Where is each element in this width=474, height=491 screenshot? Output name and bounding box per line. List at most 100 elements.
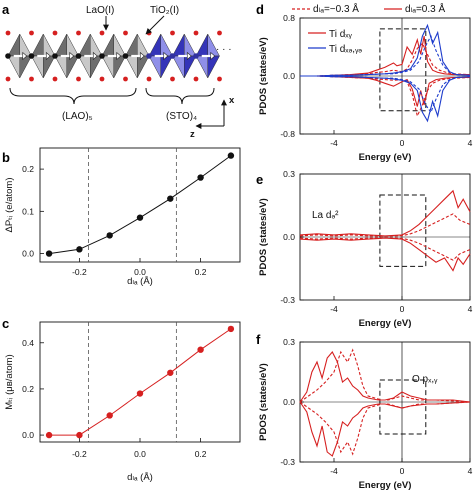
octahedron-facet (54, 55, 67, 79)
y-tick-label: 0.0 (283, 71, 295, 81)
y-tick-label: 0.0 (283, 232, 295, 242)
panel-label-f: f (256, 332, 261, 347)
la-atom (52, 53, 58, 59)
x-axis-label: dₗₐ (Å) (127, 472, 153, 483)
oxygen-atom (76, 30, 81, 36)
data-point (45, 250, 53, 257)
oxygen-atom (123, 76, 128, 82)
x-axis-label: x (229, 95, 235, 106)
y-axis-label: Mₜᵢ (μʙ/atom) (4, 354, 15, 409)
octahedron-facet (113, 55, 126, 79)
legend-xz-label: Ti dₓₔ,ᵧₔ (329, 44, 362, 55)
o-orbital-annotation: O pₓ,ᵧ (412, 374, 438, 385)
oxygen-atom (99, 30, 105, 36)
data-point (197, 346, 204, 353)
y-tick-label: 0.8 (283, 13, 295, 23)
series-line (49, 155, 232, 255)
oxygen-atom (146, 76, 152, 82)
pdos-series-line (300, 75, 471, 114)
octahedron-facet (31, 33, 44, 57)
dipole-arrowhead (186, 51, 192, 61)
octahedron-facet (137, 33, 150, 57)
x-tick-label: 4 (468, 466, 473, 476)
data-point (197, 174, 204, 181)
pdos-series-line (300, 75, 471, 123)
octahedron-facet (148, 33, 161, 57)
chart-o-pdos: -4 0 4 -0.3 0.0 0.3 Energy (eV) PDOS (states/eV… (258, 337, 473, 491)
pdos-series-line (299, 401, 471, 457)
y-tick-label: 0.3 (283, 169, 295, 179)
oxygen-atom (193, 30, 199, 36)
x-axis-label: dₗₐ (Å) (127, 276, 153, 287)
octahedron-facet (43, 55, 56, 79)
octahedron-facet (101, 55, 114, 79)
crystal-structure-diagram (5, 30, 222, 82)
y-tick-label: 0.2 (22, 164, 34, 174)
data-point (227, 325, 235, 333)
octahedron-facet (66, 55, 79, 79)
highlight-box (379, 379, 427, 435)
y-tick-label: 0.3 (283, 337, 295, 347)
panel-label-c: c (2, 316, 9, 331)
data-point (76, 431, 83, 439)
dipole-arrowhead (45, 51, 51, 61)
data-point (76, 246, 83, 253)
octahedron-facet (184, 33, 197, 57)
octahedron-facet (148, 55, 161, 79)
pdos-series-line (300, 42, 471, 77)
y-tick-label: -0.3 (280, 295, 295, 305)
pdos-series-line (299, 213, 471, 237)
data-point (106, 232, 113, 239)
y-axis-label: PDOS (states/eV) (258, 37, 269, 115)
pdos-series-line (299, 189, 471, 237)
dipole-arrowhead (139, 51, 145, 61)
la-atom (122, 53, 129, 59)
oxygen-atom (29, 76, 34, 82)
lao-interface-label: LaO(I) (86, 5, 114, 16)
oxygen-atom (193, 76, 199, 82)
x-tick-label: 0 (400, 466, 405, 476)
x-tick-label: -0.2 (72, 449, 87, 459)
plot-frame (39, 147, 241, 263)
y-tick-label: 0.2 (22, 384, 34, 394)
x-tick-label: -4 (330, 304, 338, 314)
dipole-arrowhead (69, 51, 75, 61)
sto-block-label: (STO)₄ (166, 111, 197, 122)
tio2-interface-label: TiO₂(I) (150, 5, 179, 16)
pdos-series-line (300, 34, 471, 77)
la-atom (75, 53, 82, 59)
sr-atom (193, 53, 199, 59)
x-tick-label: 0.2 (195, 449, 207, 459)
octahedron-facet (19, 33, 32, 57)
oxygen-atom (170, 30, 175, 36)
x-tick-label: 0 (400, 304, 405, 314)
pdos-series-line (299, 401, 471, 456)
legend-xy-label: Ti dₓᵧ (329, 29, 353, 40)
data-point (106, 412, 113, 419)
x-tick-label: 0.0 (134, 267, 146, 277)
panel-label-e: e (256, 172, 263, 187)
octahedron-facet (160, 55, 173, 79)
data-point (167, 195, 174, 202)
panel-label-d: d (256, 2, 264, 17)
sto-brace (145, 87, 215, 105)
la-atom (5, 53, 11, 59)
x-tick-label: -4 (330, 138, 338, 148)
chart-polarization: -0.2 0.0 0.2 0.0 0.1 0.2 dₗₐ (Å) ΔPₜᵢ (e/atom) (4, 147, 241, 287)
oxygen-atom (52, 76, 58, 82)
pdos-series-line (299, 348, 471, 403)
octahedron-facet (172, 55, 185, 79)
pdos-series-line (299, 237, 471, 261)
plot-frame (39, 321, 241, 443)
pdos-series-line (300, 35, 470, 77)
pdos-series-line (299, 351, 471, 403)
x-tick-label: 0 (400, 138, 405, 148)
y-tick-label: 0.0 (22, 249, 34, 259)
pdos-series-line (300, 75, 471, 118)
dipole-arrowhead (116, 51, 122, 61)
octahedron-facet (137, 55, 150, 79)
z-axis-label: z (190, 129, 195, 140)
data-point (136, 390, 144, 397)
lao-brace (9, 87, 137, 105)
oxygen-atom (76, 76, 81, 82)
